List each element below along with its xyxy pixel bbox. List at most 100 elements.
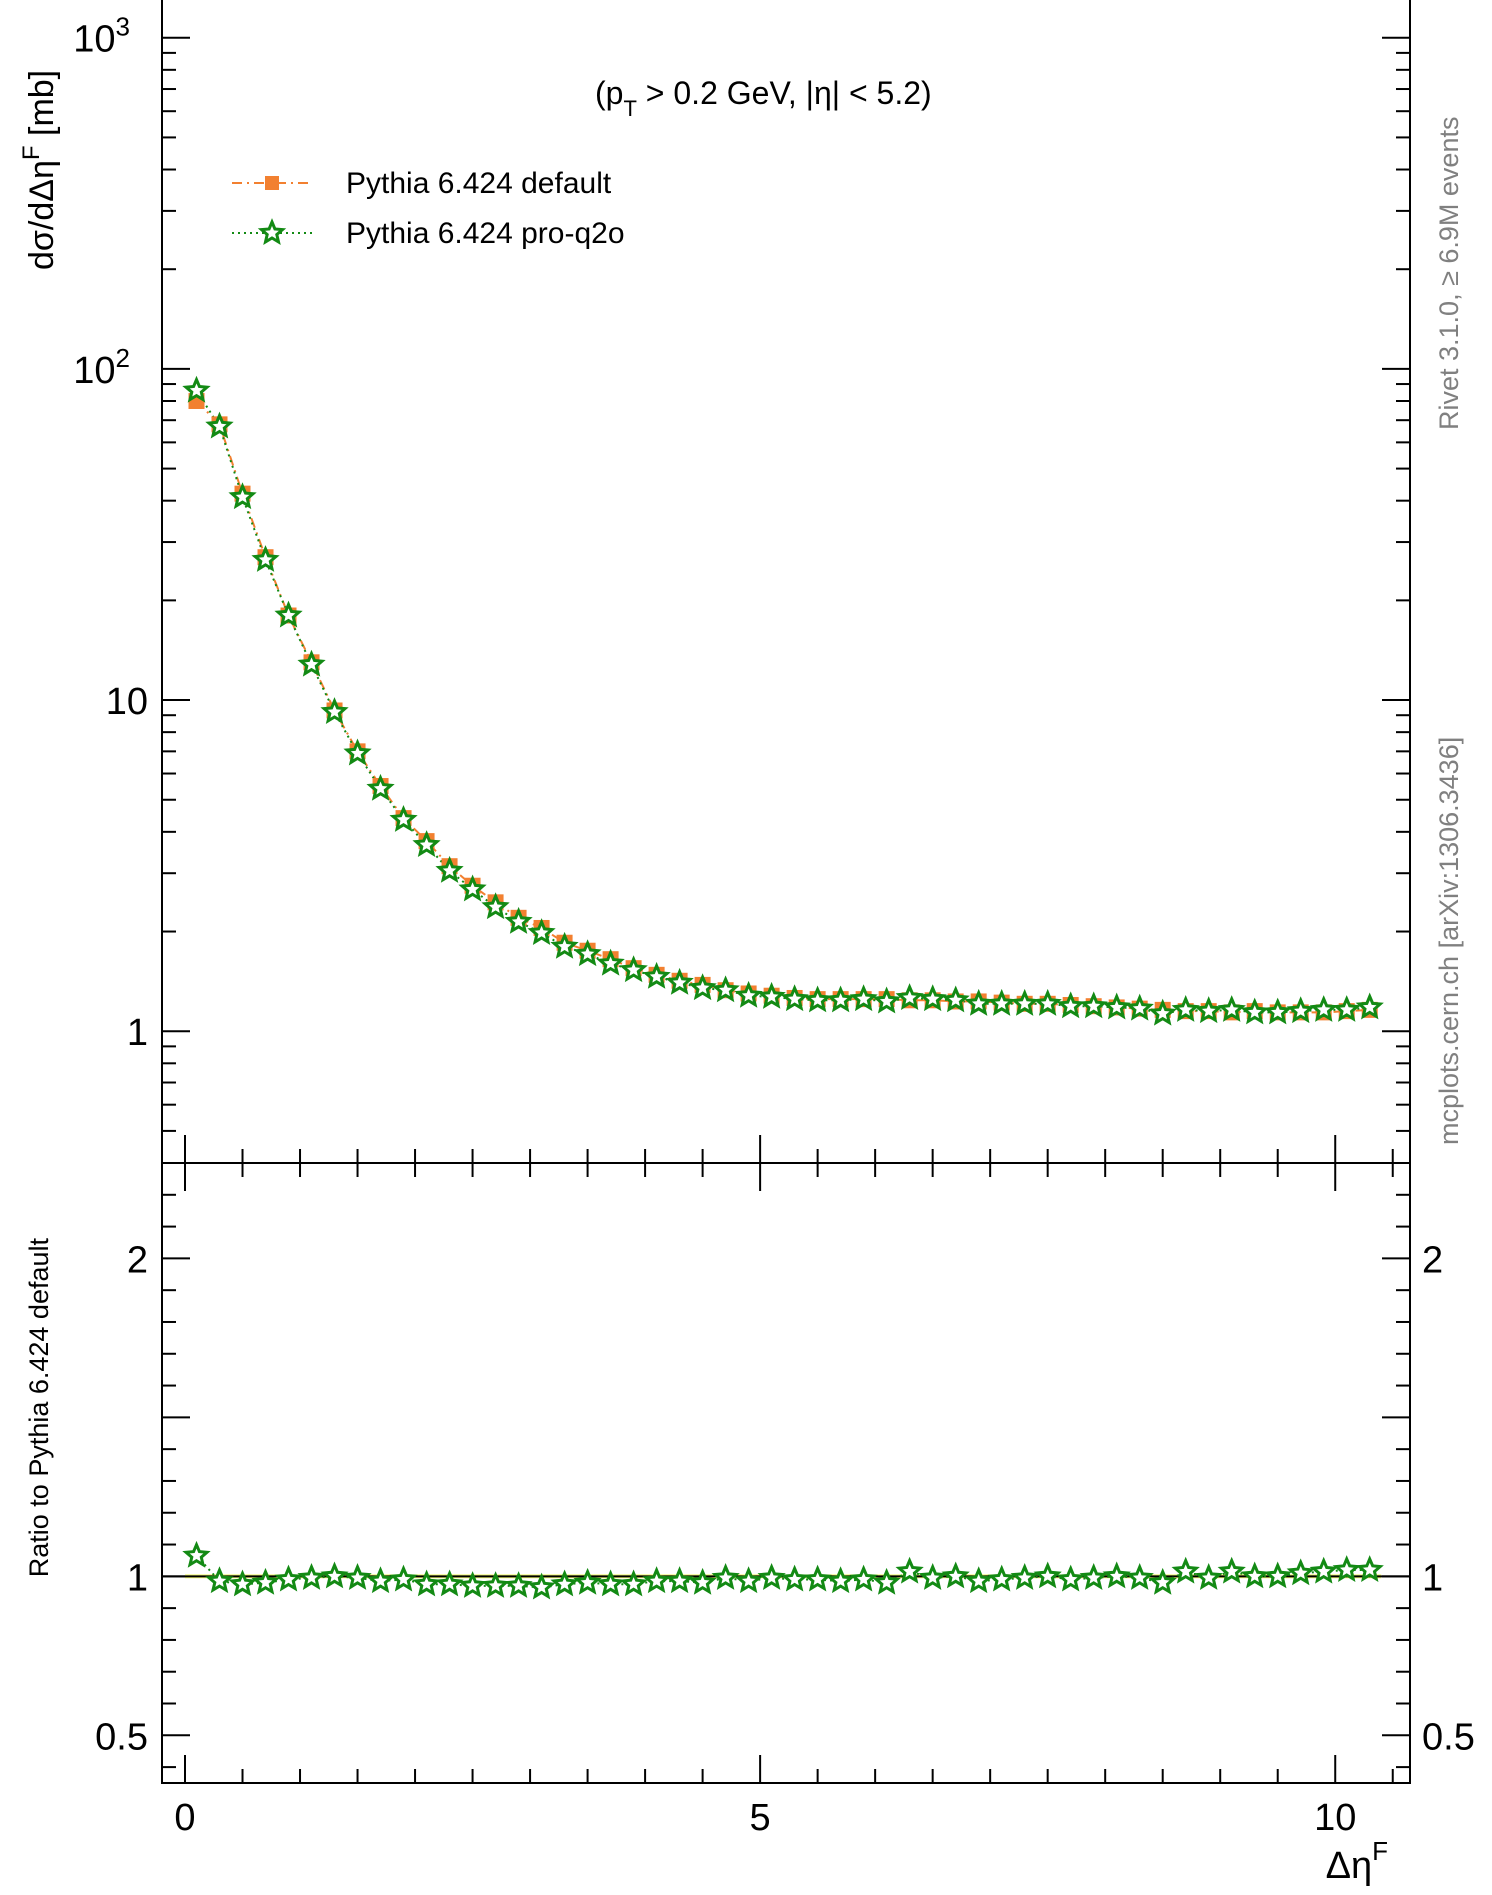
ratio-y-tick-label-left-2: 2 [127, 1239, 148, 1281]
ratio-point [826, 1566, 855, 1594]
x-axis-label: ΔηF [1326, 1836, 1388, 1887]
ratio-point [1079, 1563, 1108, 1590]
ratio-point [435, 1569, 464, 1597]
legend-label-proq2o: Pythia 6.424 pro-q2o [346, 217, 625, 250]
proq2o-point [481, 892, 510, 920]
proq2o-point [504, 906, 533, 934]
ratio-series-line [195, 1555, 1370, 1589]
proq2o-point [872, 986, 901, 1014]
ratio-panel [161, 1162, 1411, 1784]
ratio-point [918, 1563, 947, 1590]
proq2o-point [596, 948, 625, 976]
ratio-point [941, 1561, 970, 1589]
ratio-point [1355, 1555, 1384, 1583]
ratio-point [320, 1561, 349, 1589]
proq2o-point [251, 545, 280, 572]
annotation-post: | < 5.2) [832, 75, 932, 111]
annotation-eta: η [814, 75, 832, 111]
x-axis-label-main: Δη [1326, 1845, 1373, 1887]
ratio-point [987, 1564, 1016, 1592]
proq2o-point [1194, 996, 1223, 1024]
legend-marker-default [265, 176, 279, 190]
proq2o-point [1056, 991, 1085, 1019]
proq2o-point [412, 830, 441, 858]
proq2o-point [1125, 993, 1154, 1021]
ratio-point [481, 1571, 510, 1598]
legend-entry-proq2o: Pythia 6.424 pro-q2o [232, 217, 625, 250]
ratio-point [274, 1564, 303, 1592]
main-y-axis-label-sup: F [18, 145, 45, 160]
proq2o-point [1171, 995, 1200, 1022]
ratio-point [412, 1569, 441, 1597]
ratio-point [1286, 1558, 1315, 1586]
x-tick-label-0: 0 [174, 1797, 195, 1839]
ratio-point [757, 1563, 786, 1590]
x-tick-label-2: 10 [1314, 1797, 1356, 1839]
proq2o-point [1286, 996, 1315, 1024]
legend-marker-proq2o [257, 218, 287, 246]
proq2o-point [711, 975, 740, 1003]
proq2o-point [1332, 995, 1361, 1022]
proq2o-point [1010, 988, 1039, 1016]
proq2o-point [665, 967, 694, 995]
proq2o-point [987, 988, 1016, 1016]
ratio-point [251, 1567, 280, 1595]
proq2o-point [205, 411, 234, 439]
proq2o-point [366, 773, 395, 801]
ratio-point [1240, 1561, 1269, 1589]
ratio-point [849, 1564, 878, 1592]
ratio-point [711, 1563, 740, 1590]
proq2o-point [918, 984, 947, 1012]
ratio-y-tick-label-right-1: 1 [1422, 1557, 1443, 1599]
ratio-point [366, 1566, 395, 1594]
proq2o-point [803, 985, 832, 1013]
ratio-point [619, 1569, 648, 1597]
proq2o-point [458, 874, 487, 902]
annotation-pre: (p [595, 75, 623, 111]
proq2o-point [688, 973, 717, 1001]
ratio-point [573, 1567, 602, 1595]
ratio-point [688, 1567, 717, 1595]
ratio-y-tick-label-left-1: 1 [127, 1557, 148, 1599]
proq2o-point [1033, 988, 1062, 1016]
ratio-point [458, 1571, 487, 1598]
ratio-point [872, 1567, 901, 1595]
ratio-point [1102, 1561, 1131, 1589]
ratio-point [895, 1556, 924, 1584]
annotation-sub: T [623, 96, 636, 121]
x-tick-label-1: 5 [750, 1797, 771, 1839]
proq2o-point [642, 961, 671, 989]
main-y-tick-label-1: 102 [73, 343, 130, 392]
proq2o-point [228, 482, 257, 510]
proq2o-point [941, 985, 970, 1013]
default-series-line [195, 400, 1370, 1014]
x-axis-label-sup: F [1372, 1836, 1388, 1866]
proq2o-point [1240, 997, 1269, 1025]
ratio-point [1332, 1555, 1361, 1583]
legend-label-default: Pythia 6.424 default [346, 167, 612, 200]
side-note-rivet: Rivet 3.1.0, ≥ 6.9M events [1434, 117, 1464, 430]
proq2o-point [1148, 998, 1177, 1026]
legend: Pythia 6.424 default Pythia 6.424 pro-q2… [232, 167, 625, 250]
proq2o-point [297, 649, 326, 677]
ratio-point [1125, 1562, 1154, 1590]
proq2o-point [1217, 995, 1246, 1022]
proq2o-point [182, 375, 211, 403]
ratio-point [343, 1563, 372, 1590]
cut-annotation: (pT > 0.2 GeV, |η| < 5.2) [595, 75, 932, 121]
proq2o-point [1309, 995, 1338, 1022]
ratio-point [964, 1566, 993, 1594]
ratio-point [780, 1564, 809, 1592]
ratio-point [803, 1564, 832, 1592]
ratio-point [596, 1569, 625, 1597]
ratio-point [228, 1569, 257, 1597]
ratio-point [665, 1566, 694, 1594]
ratio-point [1171, 1556, 1200, 1584]
ratio-point [1309, 1556, 1338, 1584]
proq2o-point [826, 985, 855, 1013]
series-markers-layer [182, 375, 1384, 1600]
proq2o-point [780, 984, 809, 1012]
ratio-y-tick-label-right-0: 0.5 [1422, 1716, 1475, 1758]
